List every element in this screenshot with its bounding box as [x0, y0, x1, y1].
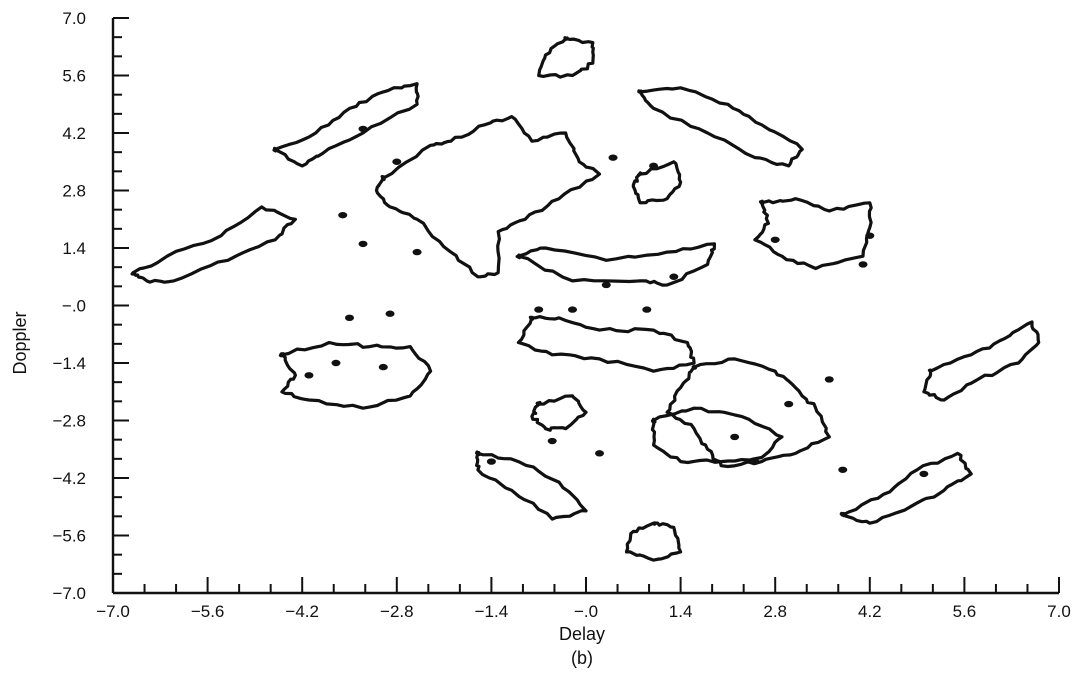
contour-spot — [486, 458, 496, 465]
contour-line — [650, 406, 784, 465]
contour-spot — [358, 240, 368, 248]
x-axis-title: Delay — [559, 624, 605, 644]
x-tick-label: −7.0 — [96, 602, 130, 621]
x-tick-label: 5.6 — [953, 602, 977, 621]
contour-spot — [784, 400, 794, 408]
contour-spot — [730, 433, 740, 441]
contour-spot — [649, 162, 659, 170]
contour-line — [278, 340, 433, 410]
contour-line — [753, 197, 873, 271]
contour-line — [374, 115, 602, 279]
x-tick-label: 7.0 — [1047, 602, 1071, 621]
contour-spot — [412, 248, 422, 256]
y-tick-label: 5.6 — [62, 67, 86, 86]
y-tick-label: −1.4 — [52, 354, 86, 373]
y-tick-label: 2.8 — [62, 182, 86, 201]
contour-spot — [567, 306, 577, 313]
x-axis-ticks: −7.0 −5.6 −4.2 −2.8 −1.4 −.0 1.4 2.8 4.2 5.6 7.0 — [96, 577, 1071, 621]
contour-spot — [304, 372, 314, 379]
contour-line — [272, 82, 420, 168]
contour-spot — [669, 273, 679, 280]
contour-spot — [865, 232, 875, 239]
y-tick-label: −2.8 — [52, 412, 86, 431]
contour-line — [922, 320, 1041, 402]
x-tick-label: −4.2 — [285, 602, 319, 621]
contour-spot — [345, 314, 354, 322]
y-tick-label: −5.6 — [52, 527, 86, 546]
x-tick-label: −1.4 — [475, 602, 509, 621]
contour-spot — [358, 125, 368, 133]
x-tick-label: −.0 — [574, 602, 598, 621]
contour-spot — [601, 281, 611, 289]
plot-area — [130, 36, 1041, 562]
contour-line — [515, 242, 716, 287]
figure-caption: (b) — [571, 648, 593, 668]
contour-spot — [331, 359, 341, 367]
contour-line — [537, 36, 595, 79]
contour-spot — [378, 363, 388, 371]
contour-line — [631, 160, 683, 205]
y-tick-label: 7.0 — [62, 9, 86, 28]
contour-spot — [838, 466, 848, 473]
y-tick-label: −7.0 — [52, 584, 86, 603]
contour-line — [475, 450, 588, 521]
contour-line — [530, 394, 588, 432]
contour-line — [665, 357, 831, 469]
contour-line — [130, 205, 297, 284]
contour-spot — [642, 306, 652, 313]
x-tick-label: 2.8 — [763, 602, 787, 621]
contour-spot — [919, 470, 929, 478]
x-tick-label: 1.4 — [669, 602, 693, 621]
y-tick-label: −.0 — [62, 297, 86, 316]
x-tick-label: −5.6 — [191, 602, 225, 621]
contour-spot — [338, 211, 348, 219]
contour-spot — [392, 158, 402, 165]
contour-spot — [824, 376, 834, 383]
y-axis-ticks: 7.0 5.6 4.2 2.8 1.4 −.0 −1.4 −2.8 −4.2 −5.6 −7.0 — [52, 9, 129, 603]
x-tick-label: 4.2 — [858, 602, 882, 621]
y-axis-title: Doppler — [10, 311, 30, 374]
contour-line — [624, 521, 683, 562]
contour-spot — [858, 261, 868, 268]
contour-spot — [534, 306, 544, 313]
y-tick-label: 1.4 — [62, 239, 86, 258]
y-tick-label: −4.2 — [52, 469, 86, 488]
contour-spot — [595, 450, 605, 457]
contour-spot — [770, 236, 780, 243]
contour-line — [637, 86, 804, 168]
contour-line — [516, 315, 696, 373]
x-tick-label: −2.8 — [380, 602, 414, 621]
contour-spot — [750, 458, 760, 465]
contour-spot — [385, 310, 395, 317]
contour-spot — [547, 437, 557, 445]
contour-spot — [608, 154, 618, 161]
y-tick-label: 4.2 — [62, 124, 86, 143]
contour-line — [839, 451, 973, 525]
